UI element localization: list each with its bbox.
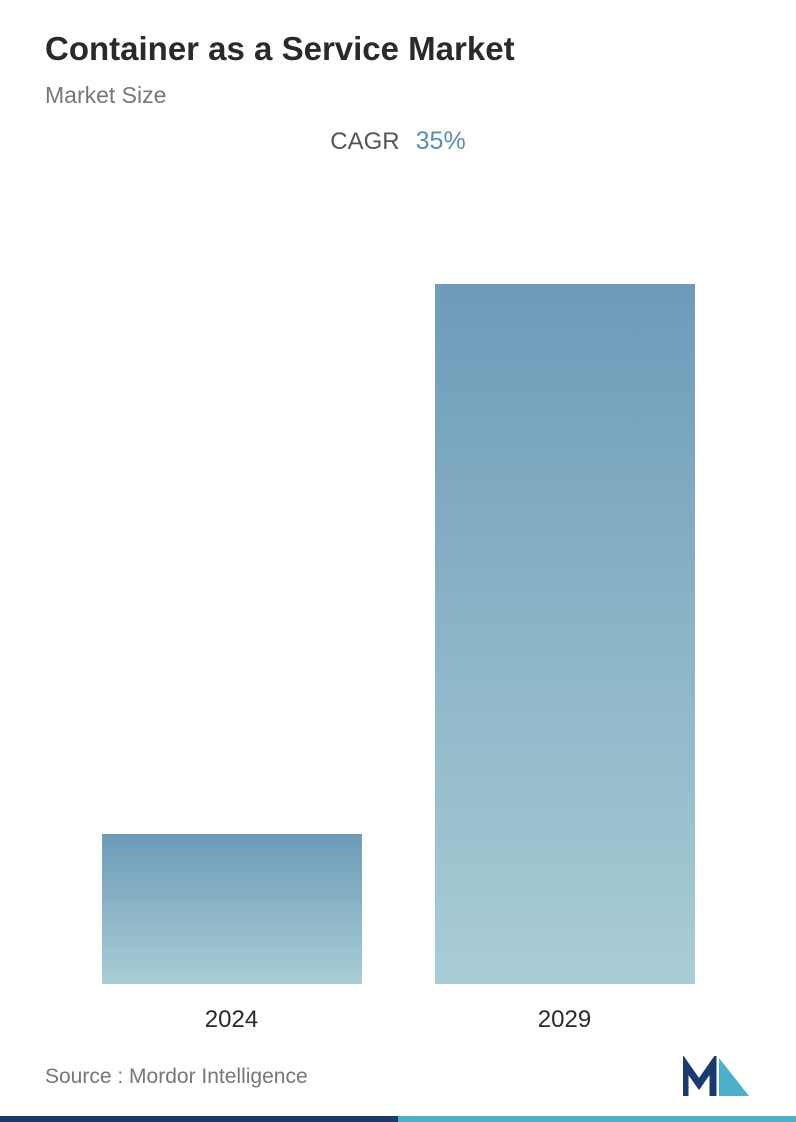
- bar-group-0: 2024: [102, 176, 362, 1034]
- mordor-logo-icon: [683, 1056, 751, 1098]
- bar-group-1: 2029: [435, 176, 695, 1034]
- chart-subtitle: Market Size: [45, 82, 751, 109]
- bar-1: [435, 284, 695, 984]
- footer: Source : Mordor Intelligence: [0, 1034, 796, 1116]
- bar-0: [102, 834, 362, 984]
- cagr-row: CAGR 35%: [45, 127, 751, 156]
- chart-container: Container as a Service Market Market Siz…: [0, 0, 796, 1034]
- cagr-value: 35%: [416, 127, 466, 156]
- source-text: Source : Mordor Intelligence: [45, 1065, 308, 1089]
- chart-title: Container as a Service Market: [45, 30, 751, 68]
- x-label-1: 2029: [538, 1006, 591, 1034]
- x-label-0: 2024: [205, 1006, 258, 1034]
- chart-area: 2024 2029: [45, 176, 751, 1034]
- cagr-label: CAGR: [330, 128, 399, 156]
- bottom-border: [0, 1116, 796, 1122]
